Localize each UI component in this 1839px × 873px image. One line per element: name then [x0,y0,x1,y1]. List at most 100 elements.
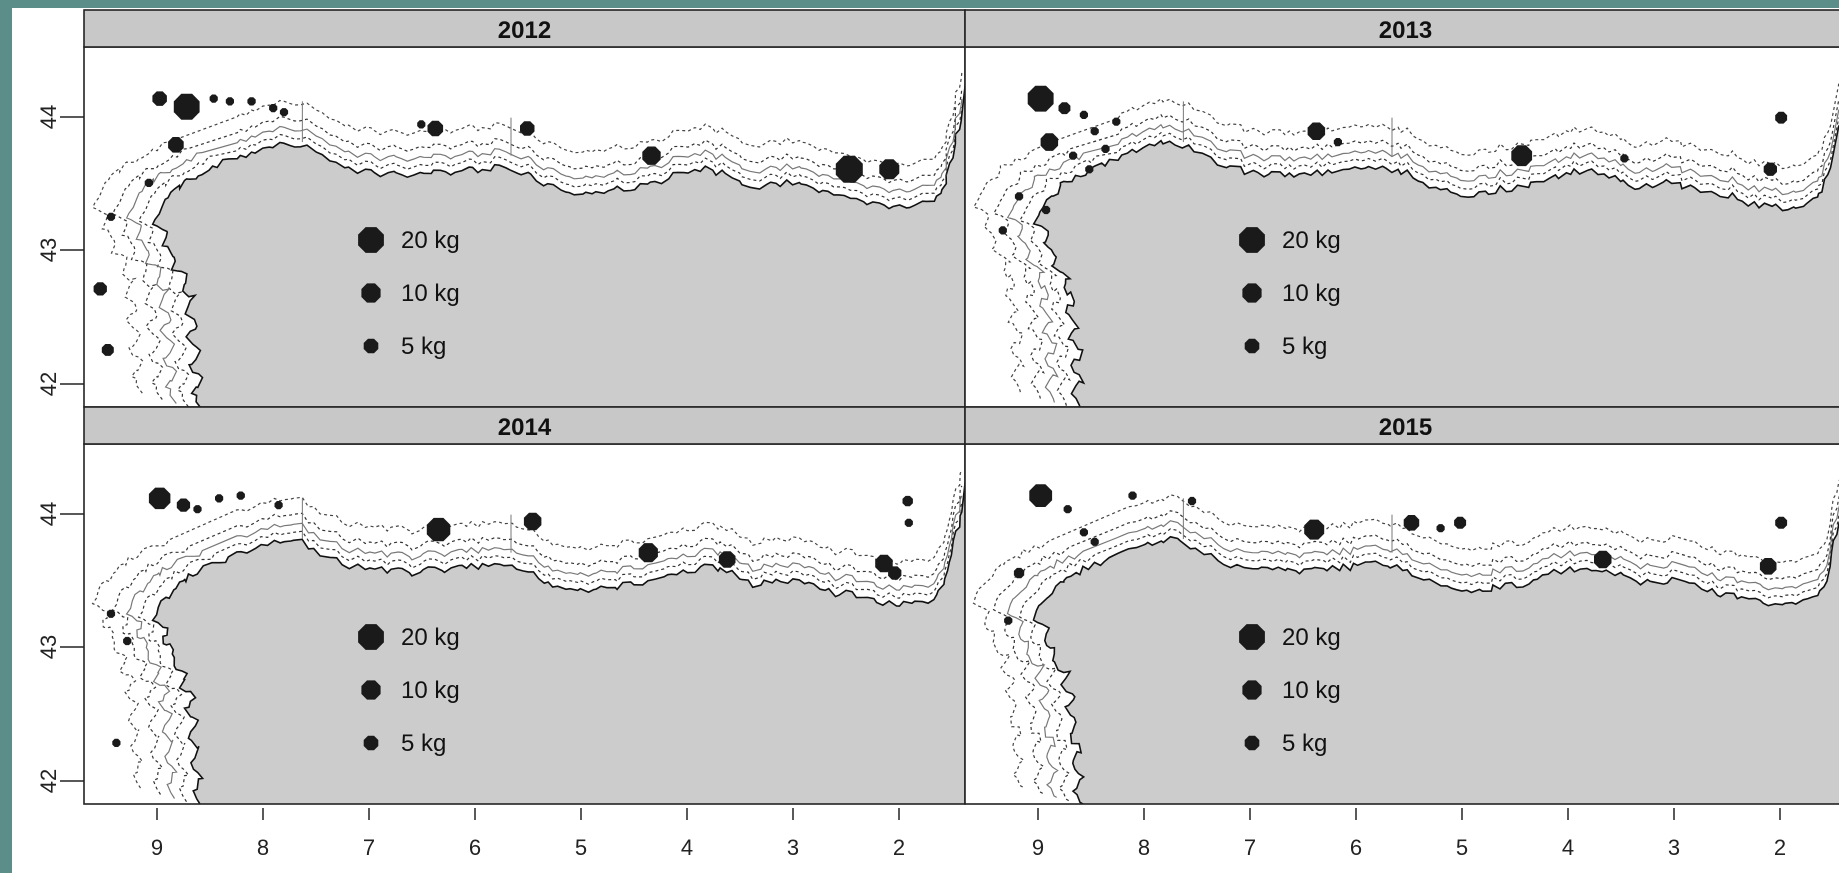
catch-point [106,609,116,618]
catch-point [247,97,256,106]
land-mass [1032,520,1839,804]
catch-point [835,155,863,183]
size-legend: 20 kg 10 kg 5 kg [358,624,460,757]
y-tick-label-42-top: 42 [36,372,61,396]
catch-point [523,512,542,531]
catch-point [520,121,535,136]
catch-point [225,97,234,106]
legend-label: 10 kg [401,280,460,307]
catch-point [1069,151,1078,160]
catch-point [1040,133,1059,151]
y-axis-top: 44 43 42 [36,105,84,396]
catch-point [1333,138,1342,147]
catch-point [1101,144,1110,153]
y-tick-label-42-bottom: 42 [36,769,61,793]
x-tick-label-5-right: 5 [1456,835,1468,860]
depth-contour [111,88,963,400]
catch-point [998,226,1007,235]
depth-contour [1006,109,1839,403]
catch-point [1763,162,1777,176]
catch-point [904,518,913,527]
catch-point [279,108,289,117]
catch-point [1085,165,1094,174]
x-tick-label-3-right: 3 [1668,835,1680,860]
depth-contour [125,98,963,404]
catch-point [93,282,107,296]
legend-label: 5 kg [1282,333,1327,360]
catch-point [173,93,200,120]
catch-point [274,501,283,510]
x-tick-label-4-right: 4 [1562,835,1574,860]
x-tick-label-2-right: 2 [1774,835,1786,860]
land-mass [151,476,965,804]
catch-point [888,566,902,580]
legend-symbol [1239,227,1265,253]
catch-point [176,498,191,512]
depth-contour [91,72,963,394]
catch-point [638,543,658,563]
map-panel: 20 kg 10 kg 5 kg 2014 [83,406,966,805]
legend-label: 20 kg [401,624,460,651]
catch-point [1307,122,1326,140]
legend-symbol [361,283,381,303]
catch-point [1304,519,1325,540]
catch-point [269,104,278,113]
catch-point [1403,515,1420,531]
catch-point [1112,117,1121,126]
x-tick-label-6-right: 6 [1350,835,1362,860]
catch-point [236,491,245,500]
x-tick-label-6-left: 6 [469,835,481,860]
y-tick-label-43-top: 43 [36,238,61,262]
legend-label: 20 kg [1282,624,1341,651]
panel-strip [964,406,1839,445]
x-tick-label-9-right: 9 [1032,835,1044,860]
catch-point [1063,505,1072,514]
legend-symbol [1244,338,1260,354]
catch-point [875,554,893,573]
x-tick-label-4-left: 4 [681,835,693,860]
x-tick-label-5-left: 5 [575,835,587,860]
x-tick-label-7-right: 7 [1244,835,1256,860]
y-tick-label-44-top: 44 [36,105,61,129]
size-legend: 20 kg 10 kg 5 kg [1239,624,1341,757]
catch-point [642,146,661,165]
depth-contour [992,495,1839,794]
panel-strip [964,9,1839,48]
size-legend: 20 kg 10 kg 5 kg [1239,227,1341,360]
depth-contour [992,99,1839,399]
x-tick-label-8-left: 8 [257,835,269,860]
map-panel: 20 kg 10 kg 5 kg 2013 [964,9,1839,408]
catch-point [209,94,218,103]
catch-point [1079,110,1088,119]
map-panel: 20 kg 10 kg 5 kg 2015 [964,406,1839,805]
catch-point [1090,537,1099,546]
catch-point [1128,491,1137,500]
depth-contour [972,83,1839,393]
catch-point [152,91,167,106]
x-tick-label-7-left: 7 [363,835,375,860]
depth-contour [1018,513,1839,802]
x-tick-label-2-left: 2 [893,835,905,860]
depth-contour [1018,117,1839,406]
panel-strip [83,406,966,445]
catch-point [718,551,736,568]
legend-symbol [1242,680,1262,700]
catch-point [879,159,900,180]
x-tick-label-8-right: 8 [1138,835,1150,860]
catch-point [426,517,451,542]
catch-point [1042,205,1051,215]
legend-symbol [1244,735,1260,751]
legend-label: 5 kg [401,333,446,360]
catch-point [1058,102,1071,115]
land-mass [151,79,965,407]
legend-label: 10 kg [401,677,460,704]
catch-point [902,495,913,507]
catch-point [417,120,426,129]
size-legend: 20 kg 10 kg 5 kg [358,227,460,360]
panel-year-label: 2014 [498,414,552,441]
catch-point [1759,558,1777,575]
legend-label: 20 kg [401,227,460,254]
catch-point [1027,85,1054,112]
catch-point [168,137,184,153]
